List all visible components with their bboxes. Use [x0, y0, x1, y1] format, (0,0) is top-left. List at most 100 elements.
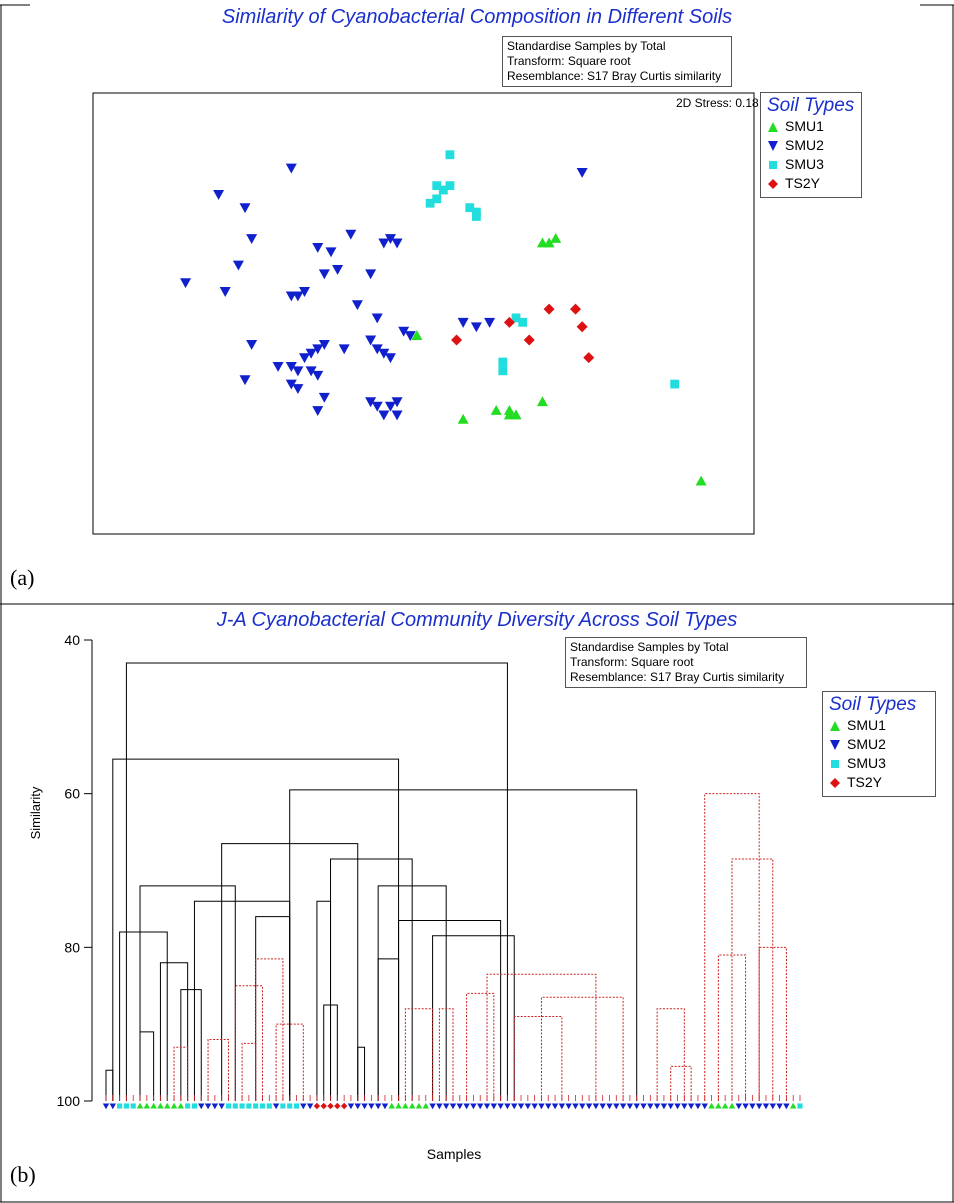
leaf-marker-smu2: [361, 1103, 368, 1110]
leaf-marker-smu2: [606, 1103, 613, 1110]
leaf-marker-smu2: [640, 1103, 647, 1110]
leaf-marker-smu2: [619, 1103, 627, 1110]
scatter-point-ts2y: [503, 316, 515, 328]
scatter-point-smu1: [457, 413, 469, 424]
scatter-point-smu2: [285, 379, 297, 390]
dendrogram-link: [241, 1042, 257, 1101]
dendrogram-branches: [105, 662, 801, 1101]
scatter-point-smu2: [345, 229, 357, 240]
leaf-marker-smu2: [653, 1103, 661, 1110]
scatter-point-smu2: [365, 269, 377, 280]
scatter-point-smu2: [272, 362, 284, 372]
leaf-marker-smu2: [198, 1103, 205, 1110]
leaf-marker-smu3: [185, 1103, 191, 1109]
chart-b-info-line: Transform: Square root: [570, 655, 694, 669]
leaf-marker-smu2: [626, 1103, 634, 1110]
leaf-marker-smu2: [442, 1103, 450, 1110]
leaf-marker-smu2: [735, 1103, 742, 1110]
scatter-point-smu3: [471, 207, 481, 217]
scatter-point-smu2: [371, 401, 383, 412]
leaf-marker-smu2: [749, 1103, 756, 1110]
scatter-point-smu3: [498, 366, 508, 376]
leaf-marker-smu2: [306, 1103, 314, 1110]
leaf-marker-smu3: [253, 1103, 259, 1109]
scatter-point-smu2: [384, 234, 396, 245]
scatter-point-smu2: [239, 375, 251, 386]
scatter-point-smu2: [232, 260, 244, 271]
diamond-icon: [768, 179, 778, 190]
dendrogram-link: [438, 1008, 454, 1101]
leaf-marker-smu1: [721, 1102, 729, 1109]
leaf-marker-smu2: [531, 1103, 538, 1110]
leaf-marker-smu2: [545, 1103, 552, 1110]
dendrogram-link: [105, 1069, 114, 1101]
dendrogram-link: [159, 962, 189, 1101]
leaf-marker-smu3: [123, 1103, 129, 1109]
scatter-point-smu2: [305, 348, 317, 359]
scatter-point-smu1: [695, 475, 707, 486]
scatter-point-smu3: [498, 357, 508, 367]
dendrogram-link: [316, 900, 332, 1101]
scatter-point-smu2: [299, 353, 311, 364]
leaf-marker-smu2: [776, 1103, 783, 1110]
dendrogram-link: [119, 931, 168, 1101]
leaf-marker-smu2: [456, 1103, 464, 1110]
leaf-marker-smu3: [225, 1103, 232, 1109]
leaf-marker-smu2: [755, 1103, 763, 1110]
leaf-marker-smu2: [436, 1103, 443, 1110]
scatter-point-smu3: [445, 150, 455, 160]
leaf-marker-smu2: [497, 1103, 504, 1110]
panel-label-b: (b): [10, 1162, 36, 1187]
dendrogram-link: [704, 793, 760, 1101]
scatter-point-smu3: [518, 317, 528, 327]
scatter-point-smu1: [490, 405, 502, 415]
dendrogram: 40 60 80 100 Similarity Samples: [28, 632, 803, 1162]
scatter-point-smu2: [378, 348, 390, 359]
leaf-marker-smu2: [701, 1103, 708, 1110]
leaf-marker-smu2: [504, 1103, 511, 1110]
dendrogram-link: [180, 989, 202, 1101]
x-axis-label: Samples: [427, 1146, 481, 1162]
scatter-point-smu2: [470, 322, 482, 333]
leaf-marker-ts2y: [327, 1102, 334, 1110]
leaf-marker-smu1: [388, 1102, 395, 1109]
leaf-marker-smu3: [266, 1103, 272, 1109]
scatter-point-smu2: [378, 410, 390, 421]
scatter-point-smu2: [318, 392, 330, 403]
leaf-marker-smu2: [783, 1103, 790, 1110]
leaf-marker-smu2: [102, 1103, 110, 1110]
legend-item-ts2y: TS2Y: [829, 773, 929, 792]
leaf-marker-smu2: [449, 1103, 457, 1110]
legend-b: Soil Types SMU1 SMU2 SMU3 TS2Y: [822, 691, 936, 797]
leaf-marker-smu2: [694, 1103, 702, 1110]
scatter-point-smu2: [292, 291, 304, 302]
scatter-point-smu3: [445, 181, 455, 191]
legend-item-smu2: SMU2: [829, 735, 929, 754]
triangle-up-icon: [830, 721, 840, 732]
y-tick-label: 100: [57, 1093, 81, 1109]
leaf-marker-smu1: [177, 1102, 185, 1109]
scatter-point-smu1: [503, 409, 515, 420]
scatter-point-smu2: [384, 353, 396, 364]
scatter-point-smu2: [332, 265, 344, 275]
leaf-marker-smu2: [613, 1103, 620, 1110]
scatter-point-smu1: [411, 330, 423, 340]
scatter-point-smu2: [239, 203, 251, 214]
leaf-marker-smu2: [565, 1103, 572, 1110]
leaf-marker-smu2: [463, 1103, 470, 1110]
leaf-marker-smu2: [204, 1103, 212, 1110]
scatter-point-smu1: [536, 396, 548, 407]
leaf-marker-smu2: [538, 1103, 545, 1110]
leaf-marker-smu2: [477, 1103, 484, 1110]
dendrogram-link: [221, 843, 359, 1101]
scatter-point-smu2: [378, 238, 390, 249]
scatter-point-smu3: [511, 313, 521, 323]
chart-a-info-line: Standardise Samples by Total: [507, 39, 666, 53]
leaf-marker-smu2: [470, 1103, 477, 1110]
dendrogram-link: [540, 996, 624, 1101]
stress-annotation: 2D Stress: 0.18: [676, 96, 759, 110]
leaf-marker-smu2: [599, 1103, 606, 1110]
leaf-marker-smu3: [287, 1103, 293, 1109]
scatter-point-smu2: [404, 331, 416, 342]
